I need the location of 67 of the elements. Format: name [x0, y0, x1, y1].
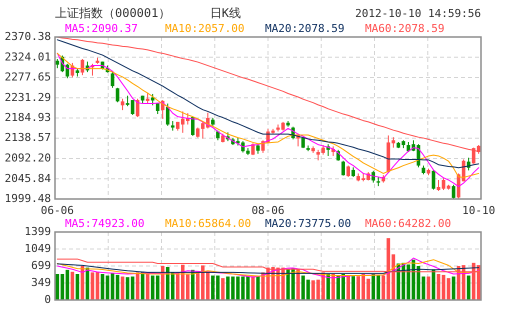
- bar: [146, 272, 150, 300]
- y-tick-label: 2370.38: [4, 30, 51, 44]
- chart-title: 上证指数（000001）: [55, 6, 170, 20]
- y-tick-label: 0: [44, 293, 51, 306]
- text: MA20:2078.59: [265, 22, 344, 35]
- candlestick: [166, 103, 170, 126]
- y-tick-label: 699: [31, 259, 51, 272]
- text: MA10:2057.00: [165, 22, 244, 35]
- bar: [426, 276, 430, 300]
- y-tick-label: 2184.93: [4, 111, 51, 124]
- candlestick: [341, 160, 345, 176]
- y-tick-label: 1399: [24, 225, 51, 238]
- bar: [160, 266, 164, 300]
- candlestick: [251, 142, 255, 156]
- y-tick-label: 2092.20: [4, 152, 51, 165]
- bar: [466, 276, 470, 300]
- bar: [452, 276, 456, 300]
- bar: [432, 269, 436, 300]
- candlestick: [352, 166, 356, 178]
- bar: [326, 274, 330, 300]
- x-tick-label: 10-10: [462, 204, 496, 217]
- bar: [70, 272, 74, 300]
- bar: [221, 278, 225, 300]
- candlestick: [110, 72, 114, 88]
- y-tick-label: 2324.01: [4, 50, 51, 64]
- y-tick-label: 2045.84: [4, 172, 52, 185]
- series-label: MA5:2090.37: [65, 22, 138, 35]
- text: 2012-10-10 14:59:56: [355, 7, 481, 20]
- y-tick-label: 349: [31, 276, 51, 290]
- candlestick: [80, 58, 84, 76]
- y-tick-label: 2277.65: [4, 70, 51, 84]
- text: MA10:65864.00: [165, 217, 252, 230]
- candlestick: [120, 98, 124, 111]
- text: MA60:2078.59: [365, 22, 444, 35]
- bar: [76, 274, 80, 300]
- candlestick: [432, 170, 436, 190]
- chart-subtitle: 日K线: [210, 6, 242, 20]
- bar: [86, 268, 90, 300]
- x-tick-label: 08-06: [251, 204, 285, 217]
- bar: [331, 274, 335, 300]
- candlestick: [150, 93, 154, 106]
- bar: [120, 276, 124, 300]
- bar: [140, 272, 144, 300]
- text: MA20:73775.00: [265, 217, 352, 230]
- bar: [136, 272, 140, 300]
- y-tick-label: 2138.57: [4, 131, 51, 144]
- candlestick: [216, 130, 220, 141]
- text: MA60:64282.00: [365, 217, 452, 230]
- bar: [256, 276, 260, 300]
- text: MA5:74923.00: [65, 217, 144, 230]
- bar: [251, 276, 255, 300]
- bar: [346, 276, 350, 300]
- candlestick: [170, 120, 174, 132]
- y-tick-label: 2231.29: [4, 90, 51, 104]
- candlestick: [146, 92, 150, 104]
- line-series: [56, 263, 480, 274]
- bar: [80, 266, 84, 300]
- x-tick-label: 06-06: [40, 204, 74, 217]
- candlestick: [191, 116, 195, 136]
- bar: [352, 276, 356, 300]
- candlestick: [256, 144, 260, 154]
- candlestick: [116, 87, 120, 103]
- candlestick: [346, 165, 350, 178]
- candlestick: [372, 170, 376, 184]
- y-tick-label: 1999.48: [4, 192, 51, 206]
- y-tick-label: 1049: [24, 242, 51, 256]
- candlestick: [136, 98, 140, 118]
